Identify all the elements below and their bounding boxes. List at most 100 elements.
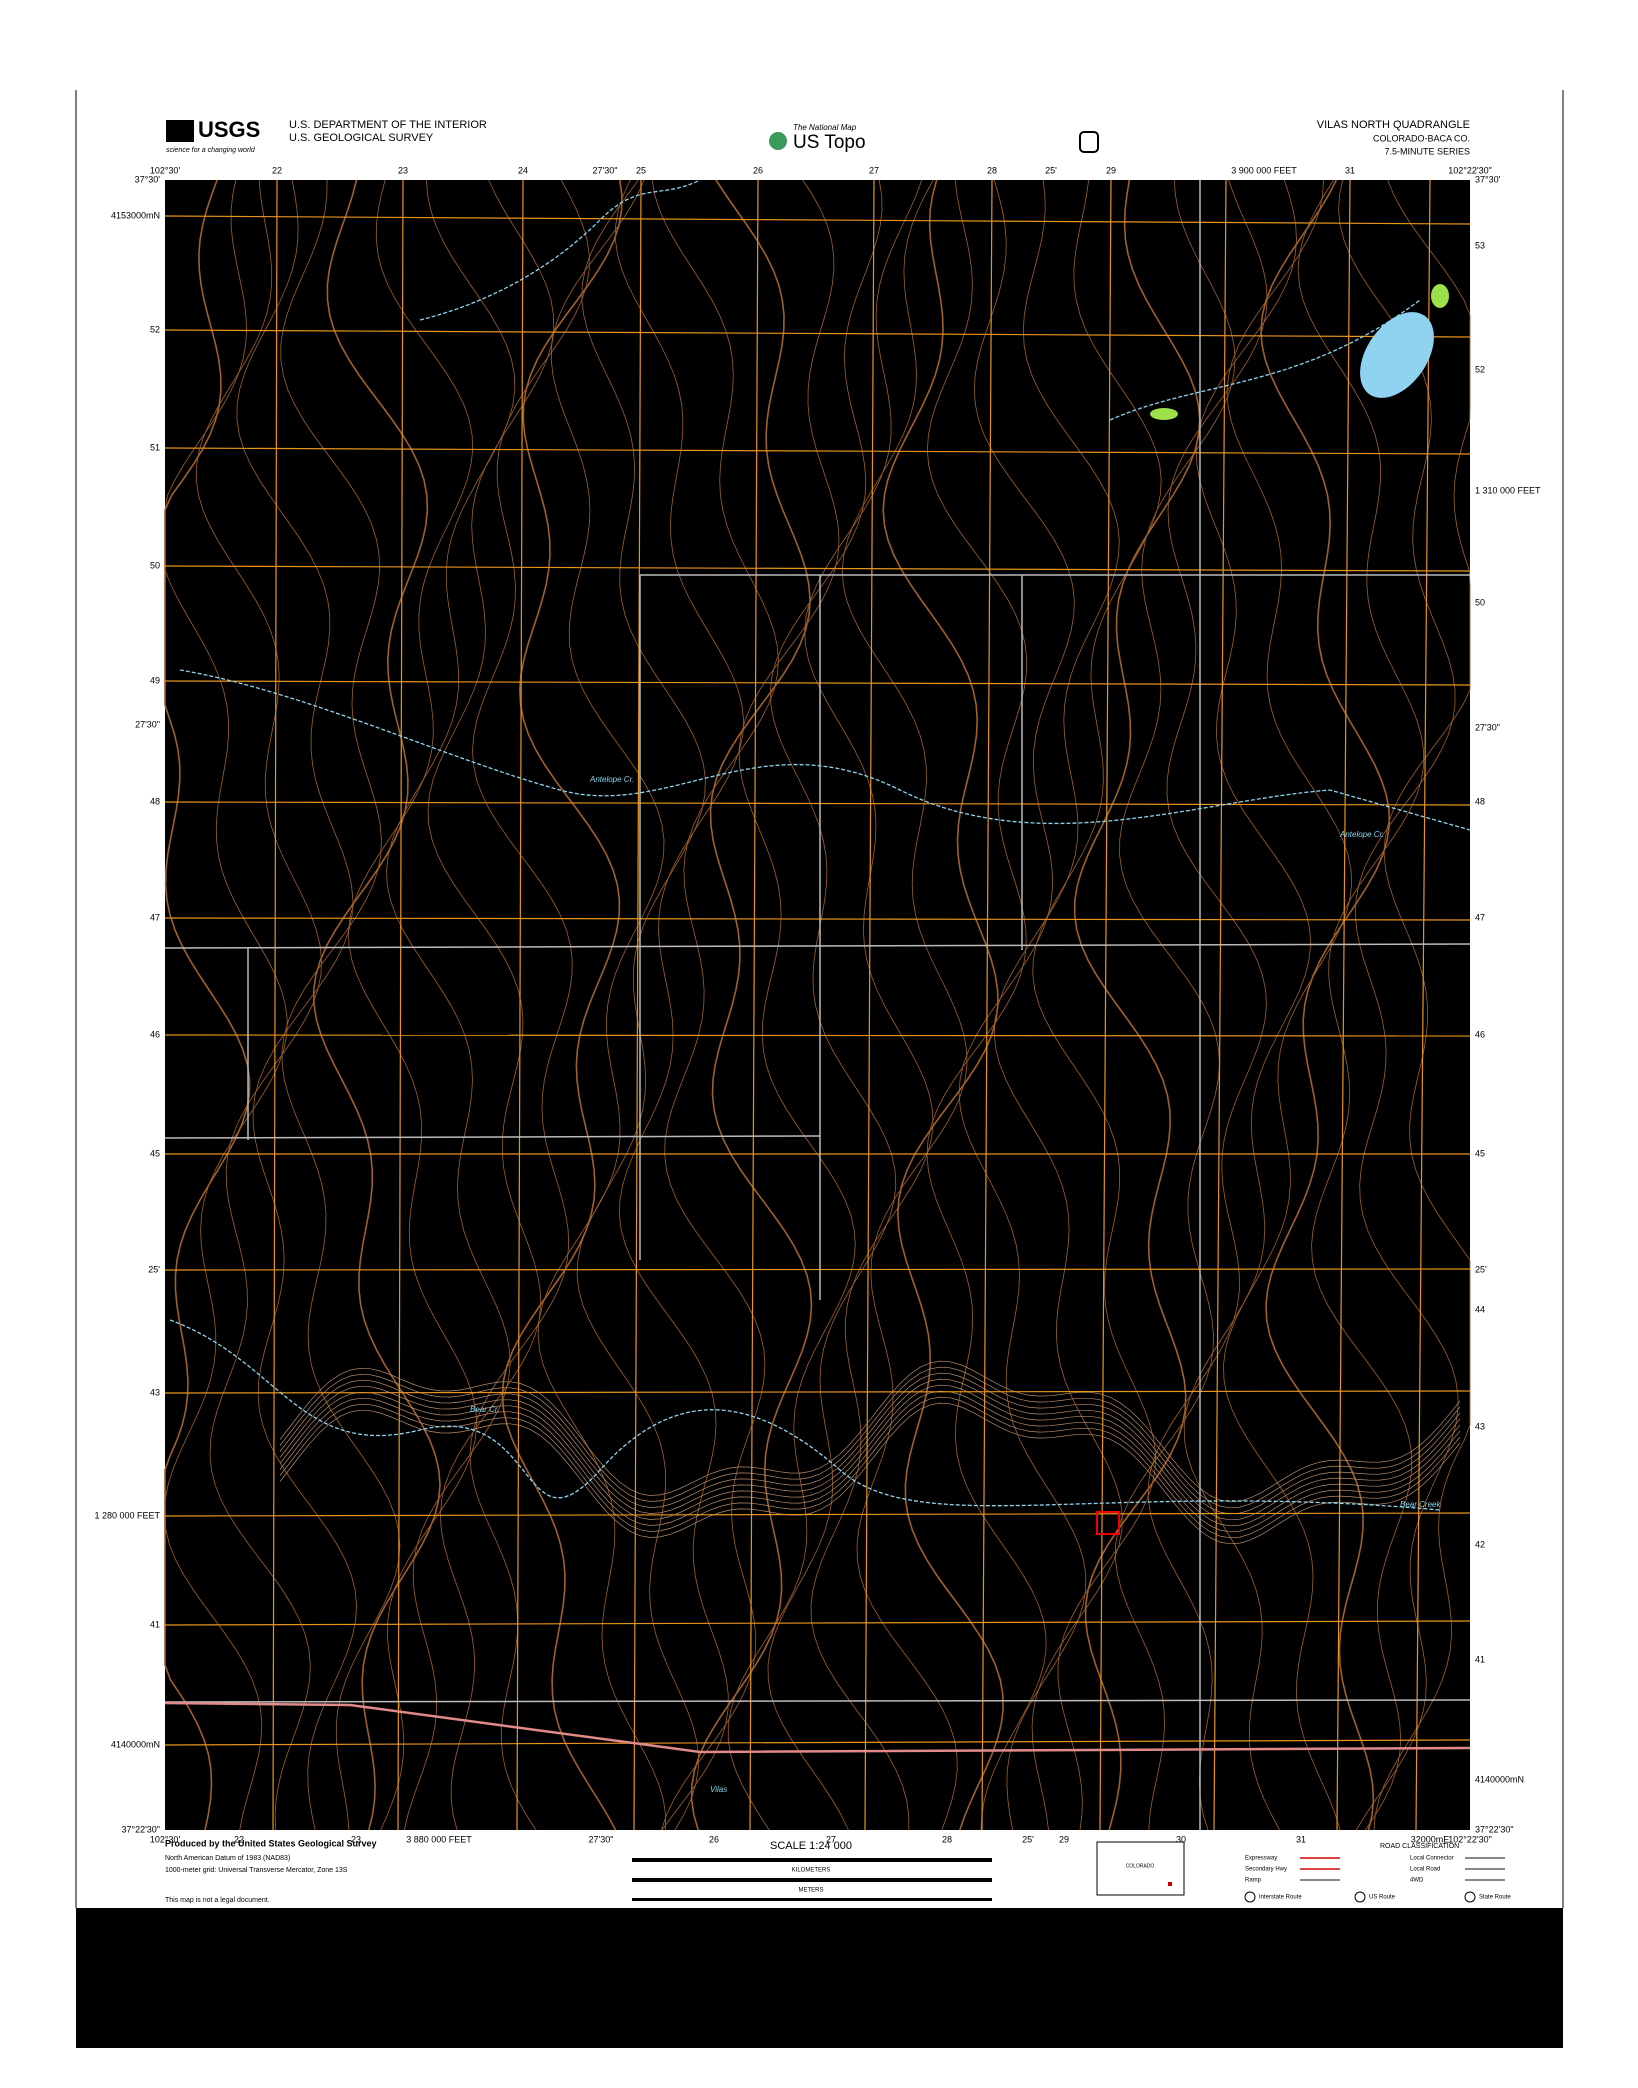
grid-line: [1099, 179, 1112, 1831]
bottom-label: 3 880 000 FEET: [406, 1834, 472, 1844]
pond: [1360, 312, 1434, 398]
left-label: 47: [150, 912, 160, 922]
left-label: 49: [150, 675, 160, 685]
top-label: 3 900 000 FEET: [1231, 165, 1297, 175]
route-label: US Route: [1369, 1895, 1396, 1901]
road: [164, 1135, 821, 1139]
road-legend-label: Secondary Hwy: [1245, 1867, 1287, 1873]
locator-map: [1096, 1841, 1185, 1896]
left-label: 4140000mN: [111, 1739, 160, 1749]
contour: [958, 179, 1087, 1831]
top-label: 24: [518, 165, 528, 175]
header: USGS science for a changing world U.S. D…: [166, 117, 1470, 156]
stream: [179, 669, 1471, 831]
contour: [1338, 179, 1459, 1831]
route-label: State Route: [1479, 1895, 1511, 1901]
bottom-label: 22: [234, 1834, 244, 1844]
shield-icon: [1079, 131, 1099, 153]
place-label: Bear Creek: [1400, 1500, 1441, 1509]
right-label: 53: [1475, 240, 1485, 250]
contour: [348, 179, 478, 1831]
top-label: 25': [1045, 165, 1057, 175]
bottom-label: 27'30": [589, 1834, 614, 1844]
national-map: The National Map: [793, 123, 857, 132]
contour: [236, 179, 357, 1831]
map-frame: Vilas Antelope Cr. Antelope Cr. Bear Cr. Bea…: [164, 179, 1471, 1831]
grid-line: [164, 1034, 1471, 1037]
grid-line: [1415, 179, 1431, 1831]
place-label: Pond: [1390, 350, 1409, 359]
contour: [1183, 179, 1312, 1831]
top-label: 102°22'30": [1448, 165, 1492, 175]
top-label: 102°30': [150, 165, 181, 175]
contour: [164, 179, 288, 1831]
contour: [727, 179, 856, 1831]
usgs-logo: USGS: [198, 117, 260, 142]
grid-line: [516, 179, 524, 1831]
contour: [469, 179, 590, 1831]
contour: [690, 179, 813, 1831]
road-legend-label: Local Connector: [1410, 1856, 1454, 1862]
road-legend-label: Expressway: [1245, 1856, 1277, 1862]
top-label: 29: [1106, 165, 1116, 175]
grid-line: [164, 447, 1471, 455]
bottom-label: 32000mE: [1411, 1834, 1450, 1844]
right-label: 50: [1475, 597, 1485, 607]
top-label: 31: [1345, 165, 1355, 175]
place-label: Bear Cr.: [470, 1405, 500, 1414]
right-label: 45: [1475, 1148, 1485, 1158]
contour: [537, 179, 666, 1830]
department: U.S. DEPARTMENT OF THE INTERIOR: [289, 119, 487, 131]
contour: [1223, 179, 1353, 1831]
right-label: 41: [1475, 1654, 1485, 1664]
left-label: 48: [150, 796, 160, 806]
place-label: Antelope Cr.: [589, 775, 634, 784]
disclaimer: This map is not a legal document.: [165, 1897, 270, 1904]
scale-bar: [632, 1858, 992, 1862]
locator-label: COLORADO: [1126, 1863, 1155, 1869]
left-label: 52: [150, 324, 160, 334]
contour: [164, 179, 251, 1831]
vegetation: [1431, 284, 1449, 308]
grid-line: [164, 917, 1471, 921]
footer: Produced by the United States Geological…: [165, 1838, 1511, 1903]
right-label: 4140000mN: [1475, 1774, 1524, 1784]
contour: [767, 179, 897, 1831]
place-label: Vilas: [710, 1785, 727, 1794]
right-label: 25': [1475, 1264, 1487, 1274]
grid-line: [164, 1268, 1471, 1271]
contour: [1147, 179, 1268, 1831]
grid-line: [1336, 179, 1351, 1831]
left-label: 1 280 000 FEET: [94, 1510, 160, 1520]
right-label: 47: [1475, 912, 1485, 922]
grid-line: [633, 179, 642, 1831]
contour: [279, 1390, 1461, 1533]
contour: [279, 1402, 1461, 1545]
right-label: 46: [1475, 1029, 1485, 1039]
locator-marker: [1168, 1882, 1172, 1886]
series: 7.5-MINUTE SERIES: [1384, 146, 1470, 156]
contour: [1297, 179, 1425, 1831]
grid-line: [397, 179, 404, 1831]
contour: [651, 179, 779, 1831]
top-label: 28: [987, 165, 997, 175]
usgs-logo-mark: [166, 120, 194, 142]
left-label: 51: [150, 442, 160, 452]
bottom-band: [76, 1908, 1563, 2048]
left-label: 27'30": [135, 719, 160, 729]
bottom-label: 27: [826, 1834, 836, 1844]
stream: [1109, 299, 1421, 421]
contour: [1032, 179, 1162, 1831]
contour: [841, 179, 968, 1831]
contour: [279, 1384, 1461, 1527]
bottom-label: 29: [1059, 1834, 1069, 1844]
grid-line: [164, 565, 1471, 572]
contour: [926, 179, 1047, 1831]
contour: [312, 179, 441, 1831]
scale-unit: METERS: [798, 1888, 823, 1894]
grid-line: [1213, 179, 1227, 1831]
contour: [576, 179, 706, 1831]
grid-line: [164, 1739, 1471, 1746]
top-label: 26: [753, 165, 763, 175]
